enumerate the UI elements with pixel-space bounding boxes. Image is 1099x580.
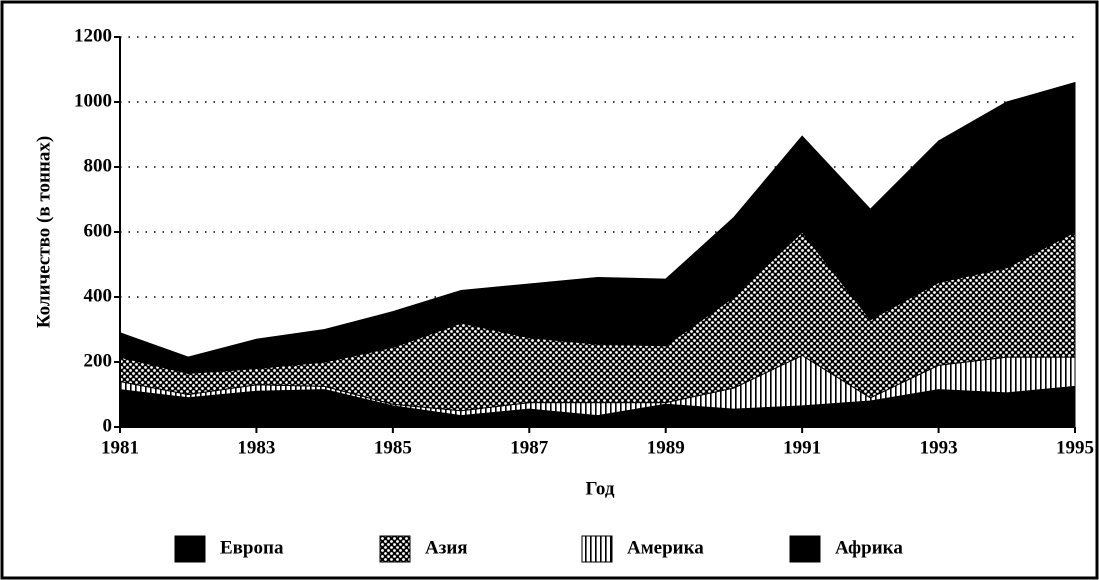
y-tick-label: 1200: [74, 25, 112, 46]
x-tick-label: 1983: [237, 437, 275, 458]
x-tick-label: 1989: [647, 437, 685, 458]
y-tick-label: 1000: [74, 90, 112, 111]
x-tick-label: 1991: [783, 437, 821, 458]
legend-swatch: [379, 535, 411, 563]
y-axis-label: Количество (в тоннах): [33, 136, 54, 328]
legend-label: Азия: [425, 537, 468, 558]
legend-swatch: [789, 535, 821, 563]
y-tick-label: 800: [84, 155, 113, 176]
y-tick-label: 0: [103, 415, 113, 436]
x-tick-label: 1985: [374, 437, 412, 458]
legend-swatch: [581, 535, 613, 563]
legend-swatch: [174, 535, 206, 563]
x-axis-label: Год: [586, 478, 615, 499]
legend-label: Европа: [220, 537, 284, 558]
x-tick-label: 1993: [920, 437, 958, 458]
legend-label: Африка: [835, 537, 903, 558]
y-tick-label: 600: [84, 220, 113, 241]
x-tick-label: 1981: [101, 437, 139, 458]
x-tick-label: 1987: [510, 437, 549, 458]
y-tick-label: 200: [84, 350, 113, 371]
x-tick-label: 1995: [1056, 437, 1094, 458]
legend-label: Америка: [627, 537, 704, 558]
y-tick-label: 400: [84, 285, 113, 306]
area: [119, 81, 1076, 374]
